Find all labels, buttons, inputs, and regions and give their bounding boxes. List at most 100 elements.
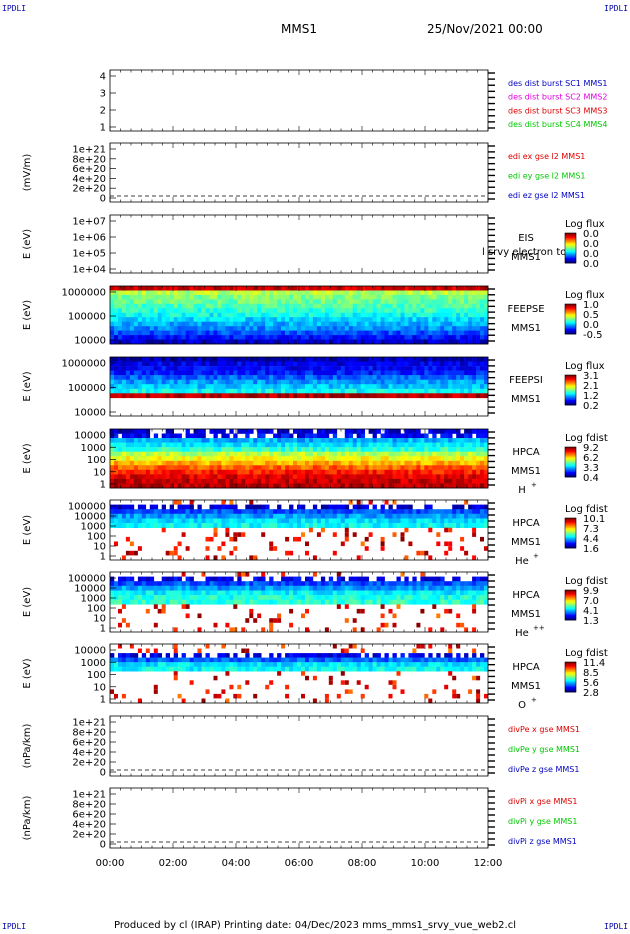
spectrogram-cell <box>400 474 405 480</box>
spectrogram-cell <box>388 299 393 305</box>
spectrogram-cell <box>312 483 318 489</box>
spectrogram-cell <box>344 509 350 515</box>
colorbar-tick-label: 0.0 <box>583 249 599 260</box>
spectrogram-cell <box>289 581 294 587</box>
spectrogram-cell <box>118 294 123 300</box>
spectrogram-cell <box>293 361 298 367</box>
spectrogram-cell <box>324 474 330 480</box>
spectrogram-cell <box>428 366 433 371</box>
spectrogram-cell <box>265 447 270 452</box>
spectrogram-cell <box>273 312 278 318</box>
spectrogram-cell <box>297 465 302 471</box>
spectrogram-cell <box>297 478 302 484</box>
spectrogram-cell <box>261 581 266 587</box>
spectrogram-cell <box>133 438 139 443</box>
spectrogram-cell <box>153 433 159 439</box>
spectrogram-cell <box>121 433 127 439</box>
spectrogram-cell <box>436 509 441 515</box>
spectrogram-cell <box>141 357 147 362</box>
spectrogram-cell <box>217 447 222 452</box>
spectrogram-cell <box>312 321 318 327</box>
spectrogram-cell <box>340 335 346 340</box>
spectrogram-cell <box>404 555 409 560</box>
spectrogram-cell <box>225 357 230 362</box>
spectrogram-cell <box>320 286 326 291</box>
spectrogram-cell <box>229 469 234 475</box>
spectrogram-cell <box>448 433 453 439</box>
spectrogram-cell <box>344 330 350 336</box>
spectrogram-cell <box>340 504 346 510</box>
spectrogram-cell <box>420 339 425 345</box>
spectrogram-cell <box>125 429 131 434</box>
spectrogram-cell <box>301 509 306 515</box>
spectrogram-cell <box>213 433 218 439</box>
spectrogram-cell <box>340 326 346 331</box>
spectrogram-cell <box>177 361 182 367</box>
spectrogram-cell <box>404 384 409 389</box>
spectrogram-cell <box>213 555 218 560</box>
spectrogram-cell <box>237 523 242 528</box>
spectrogram-cell <box>185 483 190 489</box>
spectrogram-cell <box>400 465 405 471</box>
spectrogram-cell <box>332 442 338 448</box>
spectrogram-cell <box>161 312 166 318</box>
spectrogram-cell <box>261 317 266 322</box>
spectrogram-cell <box>364 546 369 551</box>
spectrogram-cell <box>129 299 135 305</box>
spectrogram-cell <box>169 447 174 452</box>
spectrogram-cell <box>420 317 425 322</box>
spectrogram-cell <box>281 335 286 340</box>
spectrogram-cell <box>464 393 469 399</box>
spectrogram-cell <box>257 469 262 475</box>
spectrogram-cell <box>360 335 365 340</box>
spectrogram-cell <box>480 321 485 327</box>
spectrogram-cell <box>416 317 421 322</box>
spectrogram-cell <box>476 442 481 448</box>
spectrogram-cell <box>197 388 202 394</box>
spectrogram-cell <box>229 290 234 296</box>
spectrogram-cell <box>432 451 437 457</box>
spectrogram-cell <box>420 433 425 439</box>
spectrogram-cell <box>181 590 186 596</box>
spectrogram-cell <box>480 469 485 475</box>
spectrogram-cell <box>480 518 485 524</box>
spectrogram-cell <box>269 375 274 380</box>
spectrogram-cell <box>165 299 170 305</box>
colorbar-swatch <box>565 380 576 382</box>
spectrogram-cell <box>161 509 166 515</box>
spectrogram-cell <box>293 442 298 448</box>
spectrogram-cell <box>237 585 242 591</box>
spectrogram-cell <box>460 504 465 510</box>
spectrogram-cell <box>464 286 469 291</box>
spectrogram-cell <box>316 460 322 466</box>
spectrogram-cell <box>169 317 174 322</box>
spectrogram-cell <box>285 321 290 327</box>
spectrogram-cell <box>293 513 298 519</box>
spectrogram-cell <box>396 308 401 314</box>
spectrogram-cell <box>364 312 369 318</box>
spectrogram-cell <box>320 379 326 385</box>
spectrogram-cell <box>245 335 250 340</box>
spectrogram-cell <box>197 585 202 591</box>
spectrogram-cell <box>121 286 127 291</box>
spectrogram-cell <box>169 513 174 519</box>
spectrogram-cell <box>145 299 151 305</box>
spectrogram-cell <box>404 388 409 394</box>
spectrogram-cell <box>312 290 318 296</box>
spectrogram-cell <box>213 299 218 305</box>
spectrogram-cell <box>165 474 170 480</box>
spectrogram-cell <box>157 290 162 296</box>
spectrogram-cell <box>121 451 127 457</box>
spectrogram-cell <box>169 393 174 399</box>
spectrogram-cell <box>316 438 322 443</box>
spectrogram-cell <box>364 375 369 380</box>
spectrogram-cell <box>241 532 246 537</box>
spectrogram-cell <box>165 438 170 443</box>
spectrogram-cell <box>277 465 282 471</box>
spectrogram-cell <box>177 483 182 489</box>
y-tick-label: 1 <box>100 480 106 491</box>
spectrogram-cell <box>253 447 258 452</box>
spectrogram-cell <box>261 532 266 537</box>
spectrogram-cell <box>364 384 369 389</box>
spectrogram-cell <box>114 299 119 305</box>
